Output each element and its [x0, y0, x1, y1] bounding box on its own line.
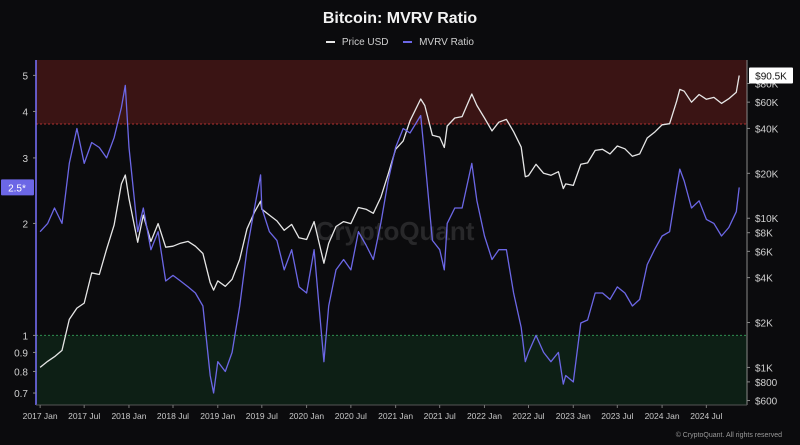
chart-title: Bitcoin: MVRV Ratio	[322, 10, 478, 27]
x-tick-label: 2023 Jan	[556, 411, 591, 421]
x-tick-label: 2024 Jan	[645, 411, 680, 421]
x-tick-label: 2017 Jul	[68, 411, 100, 421]
right-tick-label: $800	[755, 378, 778, 389]
x-tick-label: 2022 Jul	[512, 411, 544, 421]
right-tick-label: $2K	[755, 319, 773, 330]
x-tick-label: 2018 Jan	[111, 411, 146, 421]
x-tick-label: 2023 Jul	[601, 411, 633, 421]
left-tick-label: 0.8	[14, 367, 28, 378]
x-tick-label: 2018 Jul	[157, 411, 189, 421]
x-tick-label: 2022 Jan	[467, 411, 502, 421]
left-tick-label: 0.9	[14, 348, 28, 359]
x-tick-label: 2021 Jul	[424, 411, 456, 421]
x-tick-label: 2021 Jan	[378, 411, 413, 421]
x-tick-label: 2020 Jan	[289, 411, 324, 421]
copyright-notice: © CryptoQuant. All rights reserved	[675, 432, 782, 439]
legend-label-mvrv: MVRV Ratio	[419, 37, 474, 48]
right-tick-label: $600	[755, 397, 778, 408]
left-tick-label: 4	[22, 107, 28, 118]
right-tick-label: $10K	[755, 214, 779, 225]
legend-swatch-mvrv	[403, 41, 413, 44]
current-mvrv-label: 2.5*	[8, 183, 26, 194]
chart-legend: Price USD MVRV Ratio	[0, 37, 800, 48]
right-tick-label: $20K	[755, 169, 779, 180]
left-tick-label: 1	[22, 331, 28, 342]
x-tick-label: 2019 Jul	[246, 411, 278, 421]
zone-overvalued	[36, 60, 747, 125]
x-tick-label: 2020 Jul	[335, 411, 367, 421]
mvrv-ratio-line	[39, 84, 740, 394]
left-tick-label: 5	[22, 71, 28, 82]
legend-item-price[interactable]: Price USD	[326, 37, 389, 48]
watermark: CryptoQuant	[316, 216, 475, 246]
zone-undervalued	[36, 335, 747, 405]
x-tick-label: 2019 Jan	[200, 411, 235, 421]
right-tick-label: $40K	[755, 124, 779, 135]
legend-item-mvrv[interactable]: MVRV Ratio	[403, 37, 474, 48]
left-tick-label: 3	[22, 154, 28, 165]
right-tick-label: $4K	[755, 274, 773, 285]
current-price-label: $90.5K	[755, 72, 787, 83]
legend-swatch-price	[326, 41, 336, 44]
x-tick-label: 2017 Jan	[23, 411, 58, 421]
x-tick-label: 2024 Jul	[690, 411, 722, 421]
left-tick-label: 0.7	[14, 389, 28, 400]
right-tick-label: $1K	[755, 363, 773, 374]
right-tick-label: $8K	[755, 229, 773, 240]
right-tick-label: $6K	[755, 247, 773, 258]
current-mvrv-badge	[1, 179, 34, 196]
left-tick-label: 2	[22, 219, 28, 230]
right-tick-label: $80K	[755, 80, 779, 91]
right-tick-label: $60K	[755, 98, 779, 109]
current-price-badge	[749, 67, 793, 84]
legend-label-price: Price USD	[341, 37, 389, 48]
